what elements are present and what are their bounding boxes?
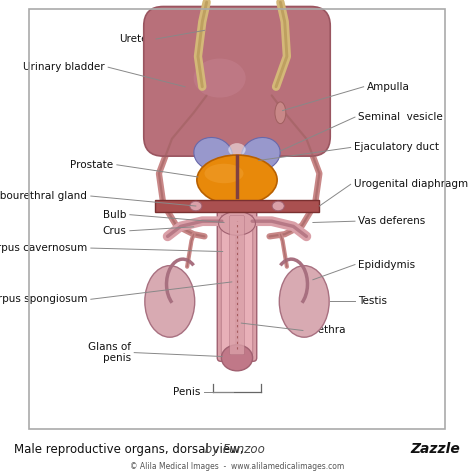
Text: Penis: Penis — [173, 387, 200, 397]
Text: Urethra: Urethra — [306, 326, 346, 336]
Text: Bulbourethral gland: Bulbourethral gland — [0, 191, 87, 201]
Text: Corpus spongiosum: Corpus spongiosum — [0, 294, 87, 304]
Text: Prostate: Prostate — [70, 160, 113, 170]
Ellipse shape — [194, 137, 232, 171]
Text: Urinary bladder: Urinary bladder — [23, 62, 105, 72]
Text: Ureter: Ureter — [119, 34, 153, 44]
Text: Testis: Testis — [358, 296, 387, 306]
Ellipse shape — [228, 143, 246, 156]
Ellipse shape — [279, 265, 329, 337]
Text: Male reproductive organs, dorsal view,...: Male reproductive organs, dorsal view,..… — [14, 443, 255, 456]
Bar — [155, 201, 319, 212]
Text: Bulb: Bulb — [103, 210, 127, 219]
Ellipse shape — [193, 59, 246, 98]
Ellipse shape — [221, 345, 253, 371]
Text: Ejaculatory duct: Ejaculatory duct — [354, 143, 439, 153]
Text: Epididymis: Epididymis — [358, 260, 416, 270]
Text: Glans of
penis: Glans of penis — [88, 342, 131, 364]
Ellipse shape — [275, 102, 286, 124]
Ellipse shape — [145, 265, 195, 337]
Ellipse shape — [204, 164, 244, 183]
Text: Vas deferens: Vas deferens — [358, 216, 426, 226]
FancyBboxPatch shape — [229, 216, 245, 355]
Text: Seminal  vesicle: Seminal vesicle — [358, 112, 443, 122]
Text: Urogenital diaphragm: Urogenital diaphragm — [354, 179, 468, 189]
FancyBboxPatch shape — [238, 215, 253, 355]
FancyBboxPatch shape — [144, 7, 330, 156]
Ellipse shape — [190, 201, 202, 211]
FancyBboxPatch shape — [221, 215, 236, 355]
Text: Corpus cavernosum: Corpus cavernosum — [0, 243, 87, 253]
Text: Zazzle: Zazzle — [410, 442, 460, 456]
Ellipse shape — [219, 211, 255, 235]
Text: by Funzoo: by Funzoo — [201, 443, 265, 456]
FancyBboxPatch shape — [217, 209, 257, 361]
Text: Ampulla: Ampulla — [367, 82, 410, 92]
Ellipse shape — [242, 137, 280, 171]
Ellipse shape — [272, 201, 284, 211]
Text: © Alila Medical Images  -  www.alilamedicalimages.com: © Alila Medical Images - www.alilamedica… — [130, 462, 344, 471]
Ellipse shape — [197, 155, 277, 205]
Text: Crus: Crus — [102, 226, 127, 236]
